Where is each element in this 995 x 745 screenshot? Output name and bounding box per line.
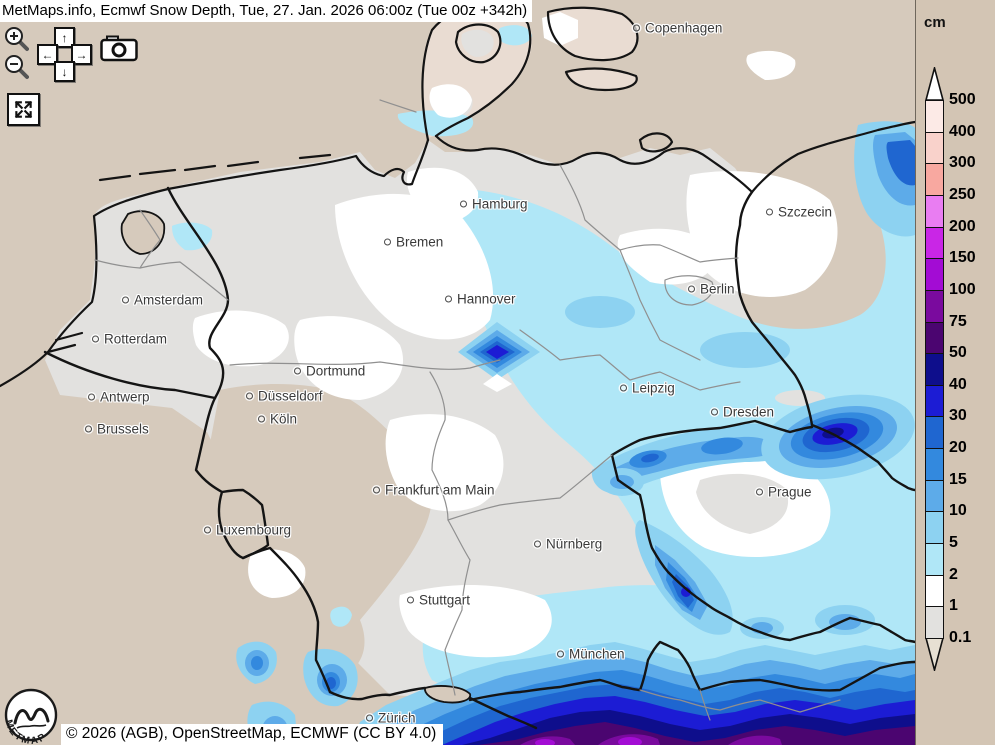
plus-icon: [10, 32, 18, 40]
legend-value: 5: [949, 534, 958, 552]
arrow-right-icon: →: [75, 47, 88, 62]
legend-value: 200: [949, 217, 976, 235]
legend-band: [925, 353, 944, 386]
pan-up-button[interactable]: ↑: [54, 27, 75, 48]
legend-value: 2: [949, 565, 958, 583]
pan-left-button[interactable]: ←: [37, 44, 58, 65]
camera-lens: [111, 42, 127, 58]
pan-down-button[interactable]: ↓: [54, 61, 75, 82]
legend-panel: cm 500 400 300 250 200 150 100 75 50 40 30 20 15 10 5 2…: [915, 0, 995, 745]
legend-band: [925, 448, 944, 481]
legend-value: 100: [949, 280, 976, 298]
legend-band: [925, 574, 944, 608]
legend-band: [925, 100, 944, 133]
legend-band: [925, 258, 944, 291]
legend-value: 150: [949, 249, 976, 267]
logo-underline: [16, 724, 47, 729]
legend-value: 250: [949, 185, 976, 203]
legend-value: 10: [949, 502, 967, 520]
legend-band: [925, 606, 944, 639]
legend-band: [925, 163, 944, 196]
legend-arrow-below-min: [925, 638, 944, 671]
legend-value: 400: [949, 122, 976, 140]
legend-value: 500: [949, 91, 976, 108]
legend-band: [925, 194, 944, 228]
attribution-text[interactable]: © 2026 (AGB), OpenStreetMap, ECMWF (CC B…: [61, 724, 444, 745]
legend-band: [925, 416, 944, 450]
legend-value: 50: [949, 344, 967, 362]
pan-right-button[interactable]: →: [71, 44, 92, 65]
map-title: MetMaps.info, Ecmwf Snow Depth, Tue, 27.…: [0, 0, 533, 22]
legend-value: 75: [949, 312, 967, 330]
snow-field: [172, 12, 915, 745]
legend-unit-label: cm: [924, 14, 946, 31]
legend-value: 1: [949, 597, 958, 615]
legend-band: [925, 479, 944, 513]
arrow-left-icon: ←: [41, 47, 54, 62]
legend-value: 15: [949, 470, 967, 488]
country-borders: [43, 186, 917, 730]
zoom-out-button[interactable]: [3, 54, 29, 80]
magnifier-handle: [18, 40, 29, 51]
legend-band: [925, 511, 944, 545]
coastlines: [0, 4, 917, 704]
legend-value: 300: [949, 154, 976, 172]
legend-value: 20: [949, 439, 967, 457]
legend-band: [925, 131, 944, 165]
screenshot-button[interactable]: [100, 34, 138, 62]
legend-band: [925, 384, 944, 418]
arrow-down-icon: ↓: [61, 64, 68, 79]
legend-value: 30: [949, 407, 967, 425]
expand-arrows-icon: [14, 100, 33, 119]
legend-band: [925, 289, 944, 323]
logo-wave-icon: [13, 707, 50, 725]
legend-band: [925, 321, 944, 355]
state-borders: [94, 99, 841, 721]
legend-arrow-above-max: [925, 67, 944, 101]
arrow-up-icon: ↑: [61, 30, 68, 45]
legend-band: [925, 543, 944, 576]
legend-value: 40: [949, 375, 967, 393]
fullscreen-button[interactable]: [7, 93, 40, 126]
legend-value: 0.1: [949, 629, 972, 646]
zoom-in-button[interactable]: [3, 26, 29, 52]
magnifier-handle: [18, 68, 29, 79]
metmaps-logo[interactable]: METMAPS: [2, 687, 60, 745]
legend-band: [925, 226, 944, 260]
